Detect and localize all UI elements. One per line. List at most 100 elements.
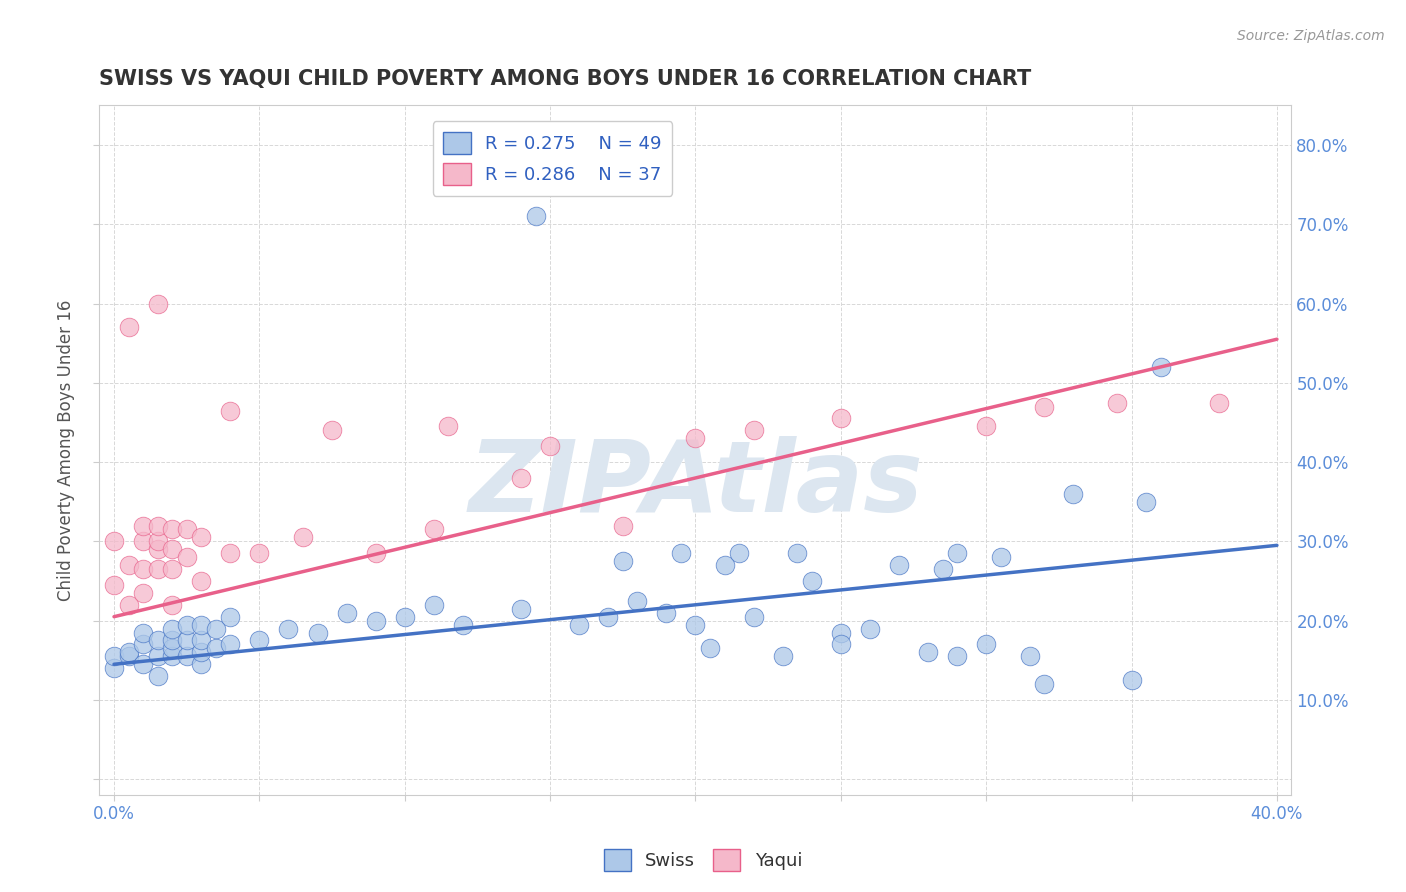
Text: SWISS VS YAQUI CHILD POVERTY AMONG BOYS UNDER 16 CORRELATION CHART: SWISS VS YAQUI CHILD POVERTY AMONG BOYS …	[100, 69, 1032, 88]
Point	[132, 657, 155, 672]
Point	[117, 649, 139, 664]
Point	[132, 637, 155, 651]
Point	[1149, 359, 1171, 374]
Point	[146, 649, 169, 664]
Point	[1033, 400, 1056, 414]
Point	[1033, 677, 1056, 691]
Point	[598, 609, 620, 624]
Point	[538, 439, 561, 453]
Point	[146, 669, 169, 683]
Point	[437, 419, 460, 434]
Point	[685, 431, 707, 445]
Point	[146, 534, 169, 549]
Point	[830, 625, 852, 640]
Point	[946, 649, 969, 664]
Point	[830, 411, 852, 425]
Point	[830, 637, 852, 651]
Point	[160, 562, 183, 576]
Point	[364, 546, 387, 560]
Point	[974, 637, 997, 651]
Point	[103, 661, 125, 675]
Point	[160, 649, 183, 664]
Point	[1062, 487, 1084, 501]
Point	[1121, 673, 1143, 687]
Point	[190, 645, 212, 659]
Point	[917, 645, 939, 659]
Point	[728, 546, 751, 560]
Point	[612, 554, 634, 568]
Point	[190, 574, 212, 588]
Point	[568, 617, 591, 632]
Point	[247, 633, 270, 648]
Point	[117, 558, 139, 573]
Point	[1208, 395, 1230, 409]
Y-axis label: Child Poverty Among Boys Under 16: Child Poverty Among Boys Under 16	[58, 300, 75, 601]
Point	[219, 403, 242, 417]
Point	[336, 606, 359, 620]
Point	[176, 617, 198, 632]
Point	[946, 546, 969, 560]
Point	[626, 594, 648, 608]
Point	[669, 546, 692, 560]
Point	[974, 419, 997, 434]
Point	[160, 523, 183, 537]
Point	[990, 550, 1012, 565]
Point	[219, 609, 242, 624]
Point	[132, 518, 155, 533]
Point	[146, 296, 169, 310]
Point	[786, 546, 808, 560]
Point	[117, 645, 139, 659]
Point	[176, 633, 198, 648]
Point	[887, 558, 910, 573]
Point	[190, 617, 212, 632]
Point	[176, 649, 198, 664]
Point	[307, 625, 329, 640]
Text: Source: ZipAtlas.com: Source: ZipAtlas.com	[1237, 29, 1385, 43]
Point	[931, 562, 953, 576]
Point	[247, 546, 270, 560]
Point	[103, 578, 125, 592]
Point	[451, 617, 474, 632]
Point	[364, 614, 387, 628]
Point	[160, 598, 183, 612]
Point	[176, 523, 198, 537]
Point	[423, 598, 446, 612]
Point	[204, 622, 226, 636]
Point	[190, 657, 212, 672]
Text: ZIPAtlas: ZIPAtlas	[468, 436, 922, 533]
Point	[685, 617, 707, 632]
Point	[423, 523, 446, 537]
Point	[1018, 649, 1040, 664]
Point	[219, 546, 242, 560]
Point	[394, 609, 416, 624]
Point	[292, 530, 315, 544]
Point	[321, 423, 343, 437]
Point	[510, 471, 533, 485]
Point	[713, 558, 735, 573]
Point	[160, 641, 183, 656]
Point	[103, 649, 125, 664]
Point	[1135, 494, 1157, 508]
Point	[742, 609, 765, 624]
Point	[146, 633, 169, 648]
Legend: R = 0.275    N = 49, R = 0.286    N = 37: R = 0.275 N = 49, R = 0.286 N = 37	[433, 121, 672, 196]
Point	[510, 601, 533, 615]
Point	[219, 637, 242, 651]
Point	[160, 622, 183, 636]
Point	[160, 633, 183, 648]
Point	[132, 625, 155, 640]
Point	[132, 562, 155, 576]
Point	[742, 423, 765, 437]
Point	[772, 649, 794, 664]
Point	[190, 530, 212, 544]
Point	[190, 633, 212, 648]
Point	[146, 562, 169, 576]
Point	[204, 641, 226, 656]
Point	[612, 518, 634, 533]
Point	[524, 210, 547, 224]
Point	[699, 641, 721, 656]
Legend: Swiss, Yaqui: Swiss, Yaqui	[596, 842, 810, 879]
Point	[146, 542, 169, 557]
Point	[1105, 395, 1128, 409]
Point	[655, 606, 678, 620]
